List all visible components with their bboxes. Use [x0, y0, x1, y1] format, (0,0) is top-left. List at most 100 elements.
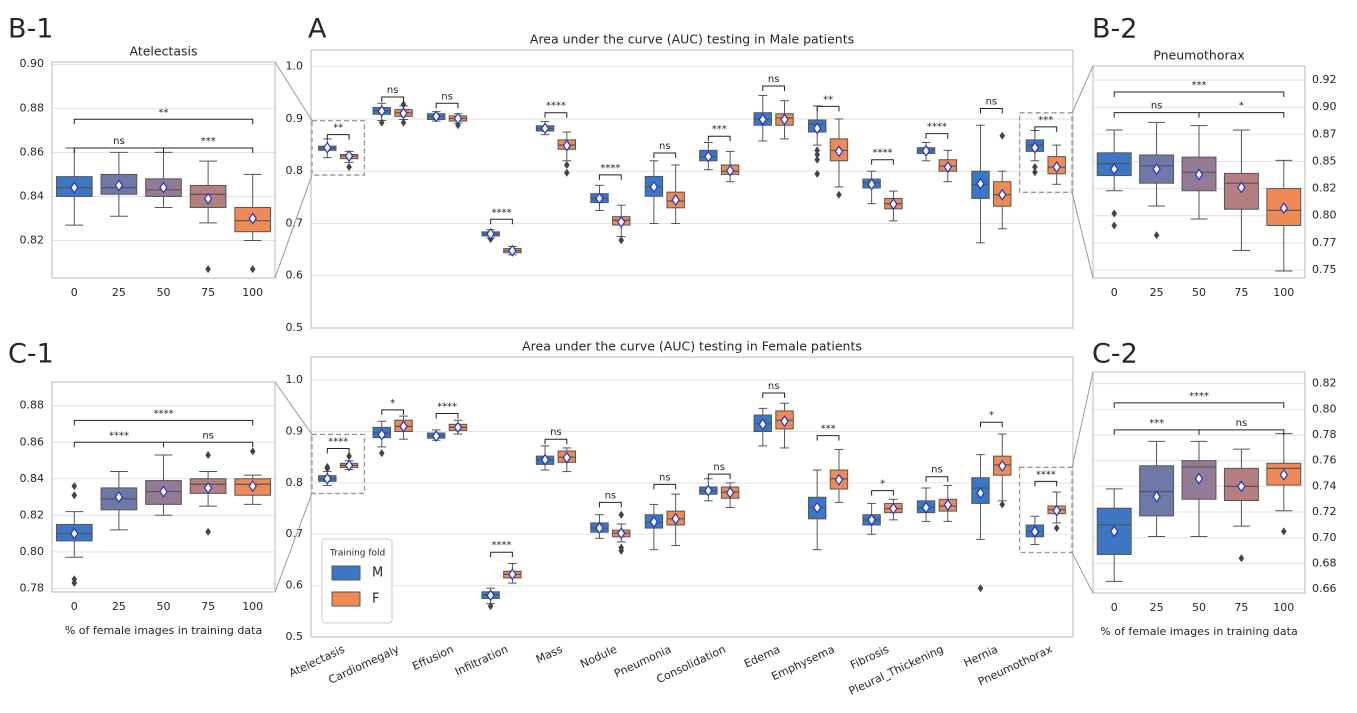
mean: [1194, 168, 1204, 181]
mean: [399, 107, 408, 120]
x-tick-label: Nodule: [578, 643, 619, 671]
plot-frame: [310, 49, 1074, 329]
mean: [1052, 504, 1061, 517]
outlier: [487, 602, 494, 611]
zoom-box: [311, 120, 366, 176]
x-tick-label: 100: [242, 286, 263, 299]
plot-frame: [51, 61, 276, 279]
outlier: [205, 527, 211, 536]
significance-label: *: [989, 410, 994, 421]
mean: [1152, 490, 1161, 503]
x-tick-label: Edema: [742, 643, 782, 671]
significance-label: ns: [387, 85, 399, 96]
chart-title: Pneumothorax: [1153, 48, 1244, 63]
mean: [649, 515, 659, 528]
mean: [1279, 202, 1289, 215]
mean: [377, 428, 386, 441]
y-tick-label: 0.74: [1312, 479, 1337, 492]
y-tick-label: 0.7: [286, 527, 304, 540]
outlier: [1238, 554, 1245, 563]
significance-label: ****: [154, 408, 174, 419]
mean: [344, 150, 354, 163]
mean: [617, 215, 626, 228]
y-tick-label: 0.84: [20, 189, 45, 202]
y-tick-label: 0.78: [1312, 428, 1337, 441]
outlier: [1032, 163, 1038, 172]
significance-label: *: [880, 479, 885, 490]
zoom-box: [1018, 466, 1073, 554]
mean: [834, 145, 844, 158]
x-tick-label: Infiltration: [453, 643, 510, 679]
significance-bracket: [163, 441, 254, 448]
mean: [1052, 161, 1061, 174]
chart-title: Atelectasis: [129, 44, 197, 59]
mean: [1030, 525, 1040, 538]
y-tick-label: 0.75: [1312, 263, 1337, 276]
outlier: [1281, 527, 1287, 536]
significance-label: ns: [986, 97, 998, 108]
mean: [921, 501, 931, 514]
significance-label: ****: [873, 148, 893, 159]
significance-bracket: [598, 501, 622, 508]
significance-label: ***: [712, 124, 727, 135]
outlier: [400, 100, 407, 109]
zoom-connector: [274, 61, 313, 121]
significance-bracket: [73, 118, 254, 125]
mean: [976, 487, 985, 500]
mean: [323, 472, 332, 485]
mean: [889, 502, 898, 515]
mean: [1030, 141, 1040, 154]
y-tick-label: 0.92: [1312, 73, 1337, 86]
x-tick-label: 0: [71, 286, 78, 299]
significance-label: ****: [1189, 391, 1209, 402]
significance-label: ****: [492, 540, 512, 551]
mean: [1109, 525, 1119, 538]
outlier: [205, 451, 211, 460]
mean: [508, 568, 517, 581]
y-tick-label: 0.80: [20, 545, 45, 558]
mean: [867, 178, 876, 191]
significance-label: ****: [546, 101, 566, 112]
mean: [943, 498, 953, 512]
y-tick-label: 0.84: [20, 472, 45, 485]
mean: [540, 453, 550, 466]
y-tick-label: 0.77: [1312, 236, 1337, 249]
significance-bracket: [1198, 429, 1285, 435]
significance-bracket: [544, 438, 568, 445]
zoom-connector: [1071, 552, 1094, 594]
significance-label: *: [390, 398, 395, 409]
mean: [921, 144, 931, 157]
y-tick-label: 0.88: [20, 399, 45, 412]
y-tick-label: 0.6: [286, 269, 304, 282]
panel-label: A: [308, 14, 327, 45]
significance-label: ***: [201, 136, 216, 147]
mean: [248, 212, 257, 225]
y-tick-label: 0.85: [1312, 154, 1337, 167]
outlier: [814, 155, 820, 164]
significance-bracket: [326, 134, 350, 140]
significance-label: **: [333, 123, 343, 134]
outlier: [71, 491, 78, 500]
outlier: [814, 169, 820, 178]
significance-bracket: [871, 490, 894, 496]
significance-label: ns: [1236, 418, 1248, 429]
mean: [159, 181, 168, 194]
significance-label: ***: [1149, 418, 1164, 429]
significance-bracket: [979, 421, 1003, 428]
y-tick-label: 0.82: [20, 234, 45, 247]
x-tick-label: 100: [1273, 601, 1294, 614]
mean: [486, 589, 495, 602]
significance-label: ****: [492, 207, 512, 218]
y-tick-label: 0.76: [1312, 454, 1337, 467]
y-tick-label: 1.0: [286, 60, 304, 73]
significance-bracket: [762, 85, 786, 92]
x-tick-label: Mass: [534, 643, 565, 667]
outlier: [564, 160, 570, 169]
x-tick-label: 0: [1111, 286, 1118, 299]
x-tick-label: 25: [112, 600, 126, 613]
outlier: [249, 265, 256, 274]
outlier: [71, 578, 78, 587]
y-tick-label: 0.90: [20, 57, 45, 70]
zoom-connector: [274, 381, 313, 435]
zoom-box: [1018, 112, 1073, 193]
